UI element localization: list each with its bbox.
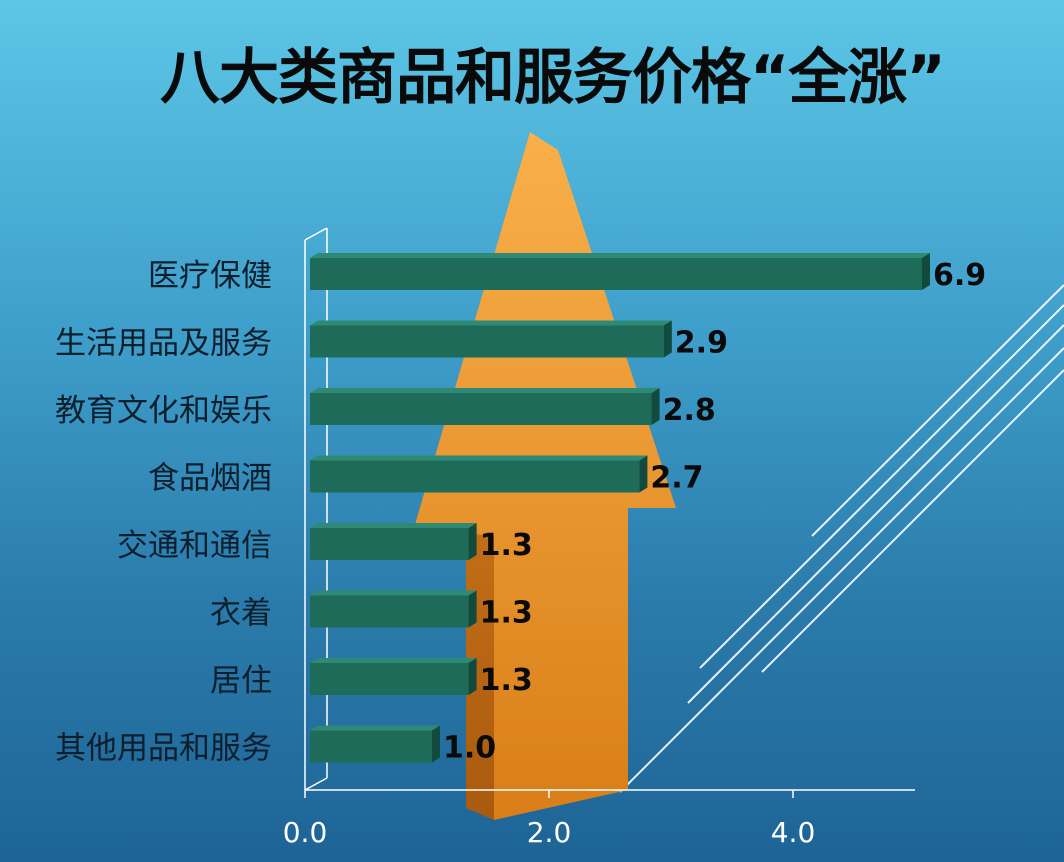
bar-front-face — [310, 460, 640, 493]
bar-side-face — [468, 590, 477, 628]
bar-front-face — [310, 528, 469, 560]
bar-front-face — [310, 595, 469, 628]
bar-front-face — [310, 663, 469, 695]
bar — [310, 388, 660, 425]
bar-side-face — [651, 388, 660, 425]
bar-top-face — [310, 590, 477, 596]
bar-side-face — [468, 658, 477, 695]
bar — [310, 658, 477, 695]
bar-top-face — [310, 523, 477, 528]
decorative-lines — [619, 284, 1064, 793]
x-tick-label: 0.0 — [283, 816, 328, 849]
bar-side-face — [639, 455, 648, 493]
bar — [310, 320, 672, 358]
bar-front-face — [310, 730, 432, 763]
bar-top-face — [310, 253, 930, 258]
category-label: 医疗保健 — [148, 258, 272, 294]
decor-line — [687, 324, 1064, 704]
category-label: 食品烟酒 — [148, 461, 272, 497]
value-label: 1.3 — [480, 528, 533, 563]
value-label: 1.3 — [480, 596, 533, 631]
category-label: 生活用品及服务 — [55, 326, 272, 362]
value-label: 2.8 — [663, 393, 716, 428]
decor-line — [761, 369, 1064, 673]
value-label: 1.0 — [443, 731, 496, 766]
category-label: 衣着 — [210, 596, 272, 632]
bar-side-face — [468, 523, 477, 560]
bar-side-face — [663, 320, 672, 358]
bar-top-face — [310, 658, 477, 663]
bar-top-face — [310, 320, 672, 326]
bar-top-face — [310, 725, 440, 731]
value-label: 6.9 — [933, 258, 986, 293]
value-labels: 6.9 2.9 2.8 2.7 1.3 1.3 1.3 1.0 — [443, 258, 986, 766]
x-tick-label: 4.0 — [771, 816, 816, 849]
decor-line — [619, 347, 1064, 793]
category-label: 交通和通信 — [117, 528, 272, 564]
bars — [310, 253, 930, 763]
bar-top-face — [310, 455, 648, 461]
category-label: 教育文化和娱乐 — [55, 393, 272, 429]
bar — [310, 455, 648, 493]
x-axis-ticks: 0.0 2.0 4.0 — [283, 790, 816, 849]
bar — [310, 523, 477, 560]
value-label: 2.7 — [650, 461, 703, 496]
bar-side-face — [432, 725, 440, 763]
bar — [310, 725, 440, 763]
x-tick-label: 2.0 — [527, 816, 572, 849]
bar-front-face — [310, 325, 664, 358]
category-label: 其他用品和服务 — [55, 731, 272, 767]
chart-title: 八大类商品和服务价格“全涨” — [160, 43, 946, 113]
value-label: 1.3 — [480, 663, 533, 698]
bar — [310, 590, 477, 628]
frame-top-edge — [304, 227, 328, 241]
bar — [310, 253, 930, 290]
bar-top-face — [310, 388, 660, 393]
decor-line — [699, 304, 1064, 669]
value-label: 2.9 — [675, 326, 728, 361]
bar-front-face — [310, 258, 922, 290]
category-label: 居住 — [210, 663, 272, 699]
bar-front-face — [310, 393, 652, 425]
bar-side-face — [922, 253, 930, 290]
decor-line — [811, 284, 1064, 537]
frame-corner-edge — [304, 777, 328, 791]
